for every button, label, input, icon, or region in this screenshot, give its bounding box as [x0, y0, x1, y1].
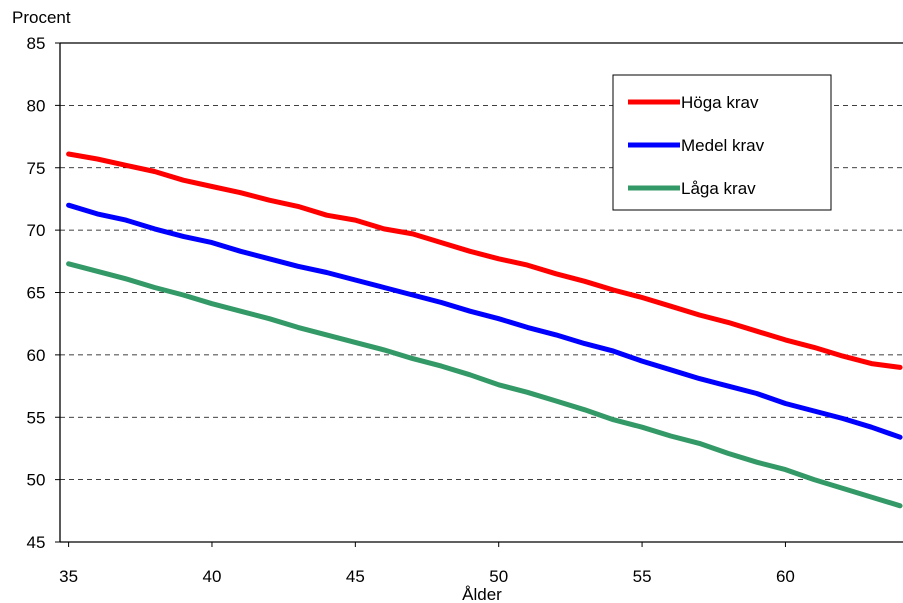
x-axis-title: Ålder	[462, 585, 502, 603]
y-tick-label: 50	[27, 471, 46, 490]
x-tick-label: 50	[489, 567, 508, 586]
series-lines	[66, 151, 903, 509]
legend-label-0: Höga krav	[681, 93, 759, 112]
y-axis-title: Procent	[12, 8, 71, 27]
y-tick-label: 80	[27, 96, 46, 115]
y-tick-label: 85	[27, 34, 46, 53]
x-axis-ticks: 35 40 45 50 55 60	[59, 542, 795, 586]
series-line-1	[66, 202, 903, 440]
y-axis-ticks: 45 50 55 60 65 70 75 80 85	[27, 34, 60, 552]
x-tick-label: 60	[776, 567, 795, 586]
series-line-0	[66, 151, 903, 370]
series-line-2	[66, 261, 903, 509]
legend-label-2: Låga krav	[681, 179, 756, 198]
x-tick-label: 55	[633, 567, 652, 586]
y-tick-label: 70	[27, 221, 46, 240]
y-tick-label: 65	[27, 284, 46, 303]
x-tick-label: 45	[346, 567, 365, 586]
y-tick-label: 45	[27, 533, 46, 552]
legend-label-1: Medel krav	[681, 136, 765, 155]
x-tick-label: 35	[59, 567, 78, 586]
y-tick-label: 55	[27, 408, 46, 427]
y-tick-label: 60	[27, 346, 46, 365]
y-tick-label: 75	[27, 159, 46, 178]
x-tick-label: 40	[203, 567, 222, 586]
legend: Höga krav Medel krav Låga krav	[612, 74, 832, 211]
